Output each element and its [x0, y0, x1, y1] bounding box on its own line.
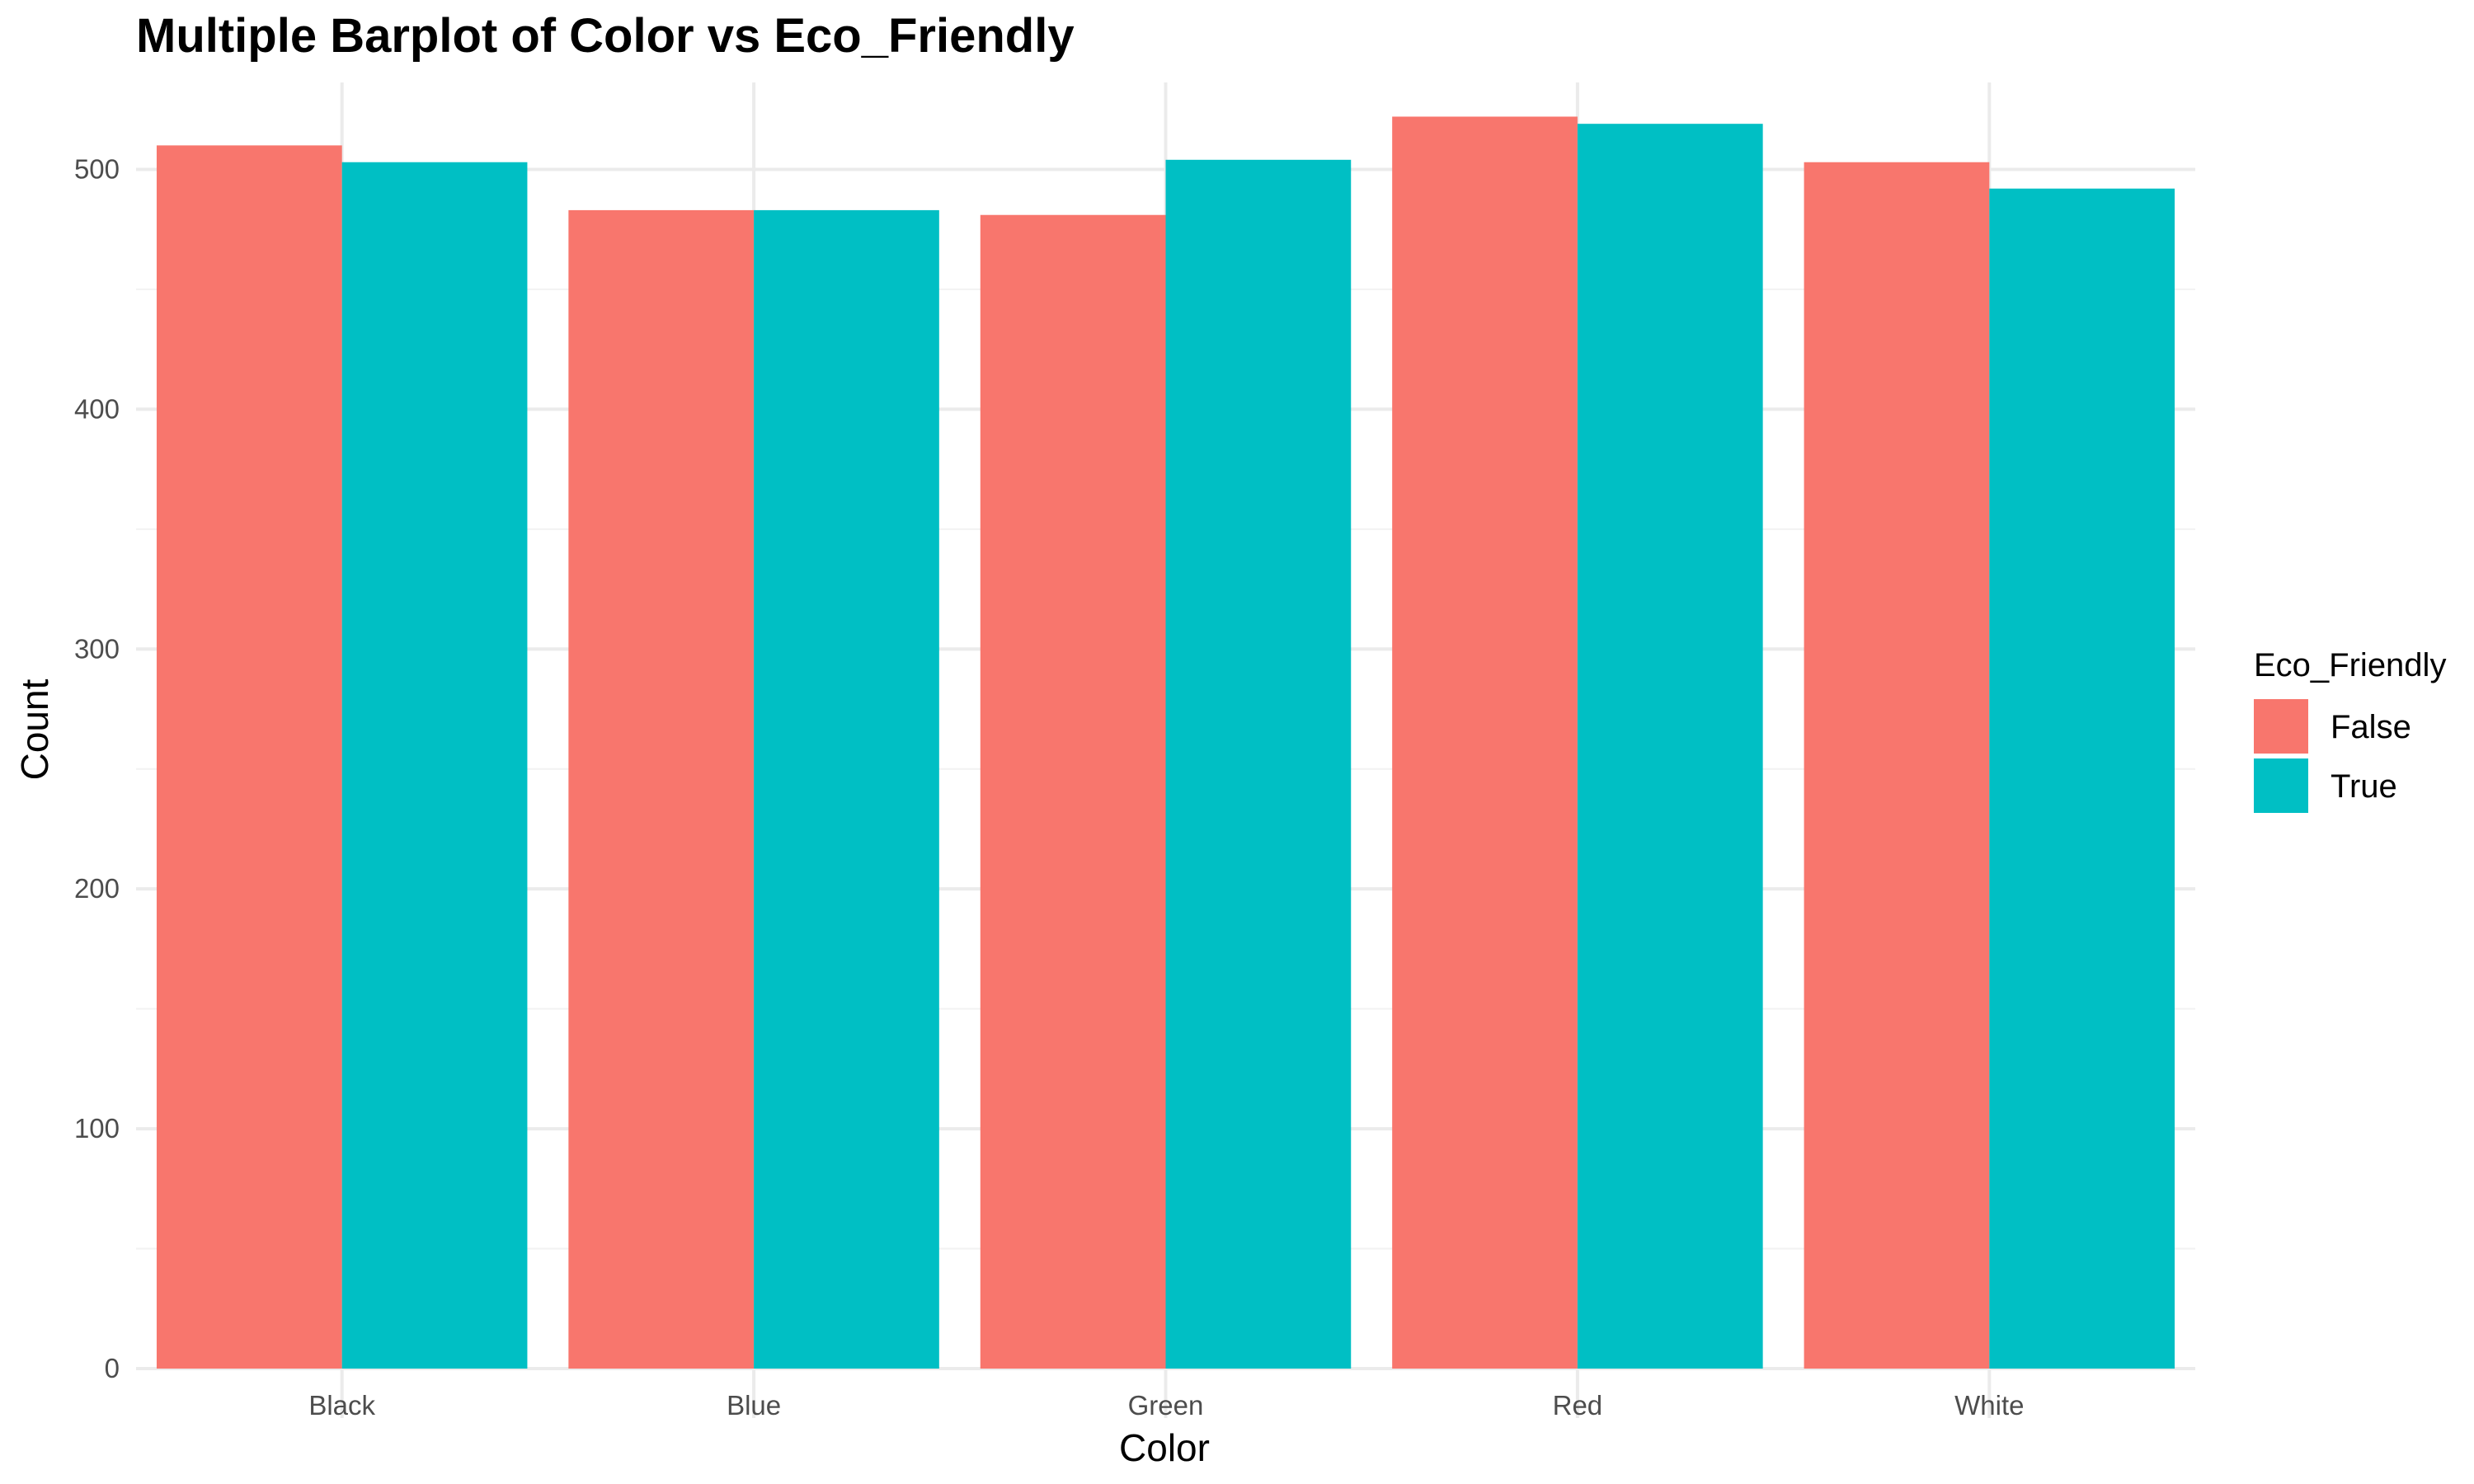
- bar-green-true: [1165, 159, 1352, 1369]
- legend-label-false: False: [2331, 709, 2411, 745]
- chart-title: Multiple Barplot of Color vs Eco_Friendl…: [136, 9, 1075, 63]
- y-axis-ticks: 0 100 200 300 400 500: [74, 153, 120, 1383]
- x-tick-label: Black: [308, 1390, 375, 1421]
- bar-blue-true: [754, 209, 939, 1369]
- bars: [156, 116, 2175, 1369]
- legend-items: False True: [2254, 699, 2411, 813]
- y-axis-title: Count: [13, 679, 56, 780]
- bar-blue-false: [568, 209, 755, 1369]
- legend-title: Eco_Friendly: [2254, 647, 2446, 683]
- legend-key-false: [2254, 699, 2308, 754]
- y-tick-label: 0: [105, 1353, 120, 1383]
- x-tick-label: Blue: [727, 1390, 781, 1421]
- x-tick-label: White: [1954, 1390, 2024, 1421]
- x-tick-label: Green: [1128, 1390, 1204, 1421]
- x-axis-title: Color: [1119, 1426, 1210, 1469]
- bar-white-true: [1989, 188, 2175, 1369]
- bar-red-true: [1577, 124, 1763, 1369]
- x-tick-label: Red: [1553, 1390, 1603, 1421]
- y-tick-label: 500: [74, 153, 120, 184]
- legend: Eco_Friendly False True: [2254, 647, 2446, 813]
- legend-label-true: True: [2331, 768, 2397, 805]
- legend-key-true: [2254, 758, 2308, 813]
- y-tick-label: 200: [74, 873, 120, 904]
- y-tick-label: 300: [74, 633, 120, 664]
- y-tick-label: 400: [74, 393, 120, 424]
- bar-white-false: [1804, 162, 1990, 1369]
- bar-black-false: [156, 145, 342, 1369]
- bar-red-false: [1392, 116, 1578, 1369]
- bar-green-false: [980, 214, 1166, 1369]
- x-axis-ticks: Black Blue Green Red White: [308, 1390, 2024, 1421]
- bar-black-true: [341, 162, 528, 1369]
- y-tick-label: 100: [74, 1113, 120, 1144]
